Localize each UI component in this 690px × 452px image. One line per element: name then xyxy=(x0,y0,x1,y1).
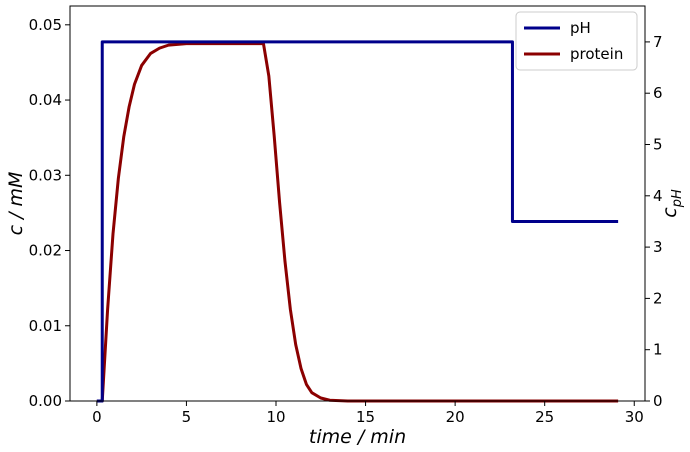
y-right-axis-ticks: 0 1 2 3 4 5 6 7 xyxy=(645,33,663,410)
y-right-tick-label: 6 xyxy=(653,84,663,102)
x-tick-label: 15 xyxy=(356,408,375,426)
y-left-tick-label: 0.05 xyxy=(29,16,62,34)
y-left-tick-label: 0.04 xyxy=(29,91,62,109)
y-left-tick-label: 0.00 xyxy=(29,392,62,410)
x-axis-ticks: 0 5 10 15 20 25 30 xyxy=(92,401,644,426)
x-tick-label: 10 xyxy=(266,408,285,426)
y-right-axis-label: cpH xyxy=(659,189,685,218)
y-right-tick-label: 2 xyxy=(653,289,663,307)
y-right-tick-label: 0 xyxy=(653,392,663,410)
legend-label-protein: protein xyxy=(570,45,623,63)
y-right-axis-label-base: c xyxy=(659,207,681,218)
x-tick-label: 30 xyxy=(625,408,644,426)
y-right-tick-label: 3 xyxy=(653,238,663,256)
y-left-axis-label: c / mM xyxy=(5,172,27,236)
y-right-axis-label-subscript: pH xyxy=(670,189,685,208)
y-left-tick-label: 0.01 xyxy=(29,317,62,335)
legend-label-ph: pH xyxy=(570,19,591,37)
y-right-tick-label: 7 xyxy=(653,33,663,51)
series-layer xyxy=(96,40,619,403)
y-right-tick-label: 1 xyxy=(653,341,663,359)
y-left-tick-label: 0.03 xyxy=(29,166,62,184)
series-line-ph xyxy=(96,40,619,403)
series-line-protein xyxy=(96,42,619,403)
x-axis-label: time / min xyxy=(309,426,406,448)
y-right-tick-label: 4 xyxy=(653,187,663,205)
x-tick-label: 25 xyxy=(535,408,554,426)
x-tick-label: 0 xyxy=(92,408,102,426)
plot-frame xyxy=(69,5,646,402)
x-tick-label: 20 xyxy=(446,408,465,426)
y-left-axis-ticks: 0.00 0.01 0.02 0.03 0.04 0.05 xyxy=(29,16,70,410)
x-tick-label: 5 xyxy=(182,408,192,426)
y-left-tick-label: 0.02 xyxy=(29,242,62,260)
y-right-tick-label: 5 xyxy=(653,136,663,154)
legend: pH protein xyxy=(515,11,638,71)
